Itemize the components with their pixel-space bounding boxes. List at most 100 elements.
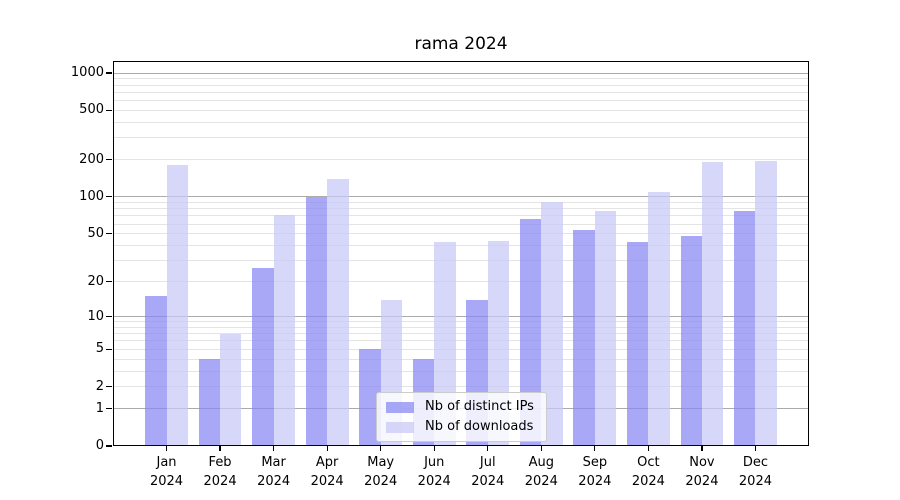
x-tick-mark (273, 446, 275, 451)
bar-distinct-ips-jan (145, 296, 167, 446)
bar-downloads-apr (327, 178, 349, 446)
y-tick-mark (106, 159, 112, 161)
bar-distinct-ips-apr (305, 196, 328, 446)
minor-gridline (113, 386, 809, 388)
legend-swatch-distinct-ips (386, 401, 414, 413)
minor-gridline (113, 215, 809, 217)
x-tick-mark (540, 446, 542, 451)
x-tick-label: Aug 2024 (524, 455, 558, 489)
y-tick-label: 1000 (70, 65, 104, 81)
bar-distinct-ips-dec (734, 210, 756, 446)
y-tick-mark (106, 72, 112, 74)
minor-gridline (113, 78, 809, 80)
y-tick-mark (106, 348, 112, 350)
legend: Nb of distinct IPs Nb of downloads (376, 392, 547, 442)
minor-gridline (113, 109, 809, 111)
x-tick-label: Nov 2024 (685, 455, 719, 489)
minor-gridline (113, 100, 809, 102)
bar-distinct-ips-oct (626, 241, 649, 446)
y-tick-label: 2 (95, 378, 104, 394)
minor-gridline (113, 245, 809, 247)
x-tick-label: Apr 2024 (310, 455, 344, 489)
x-tick-label: Sep 2024 (578, 455, 612, 489)
minor-gridline (113, 333, 809, 335)
minor-gridline (113, 84, 809, 86)
y-tick-mark (106, 196, 112, 198)
legend-swatch-downloads (386, 421, 414, 433)
legend-label-downloads: Nb of downloads (425, 419, 534, 434)
minor-gridline (113, 321, 809, 323)
minor-gridline (113, 121, 809, 123)
y-tick-mark (106, 407, 112, 410)
y-tick-mark (106, 315, 112, 318)
bar-distinct-ips-aug (519, 219, 542, 446)
y-tick-label: 0 (95, 438, 104, 453)
chart-title: rama 2024 (414, 34, 508, 54)
plot-area: 0 1 2 5 10 20 50 100 200 500 1000 Jan 2024 Feb 2024 Ma… (71, 61, 809, 489)
legend-item-downloads: Nb of downloads (386, 420, 534, 434)
bar-downloads-dec (755, 161, 777, 446)
major-gridline (113, 316, 809, 318)
x-tick-label: Jan 2024 (149, 455, 184, 489)
x-tick-mark (326, 446, 328, 451)
legend-item-distinct-ips: Nb of distinct IPs (386, 400, 534, 414)
x-tick-mark (380, 446, 382, 451)
y-tick-label: 50 (87, 225, 104, 241)
minor-gridline (113, 358, 809, 360)
y-tick-label: 5 (95, 341, 104, 357)
y-tick-label: 500 (79, 102, 104, 118)
x-tick-label: Oct 2024 (631, 455, 665, 489)
major-gridline (113, 72, 809, 74)
x-tick-mark (219, 446, 221, 451)
y-tick-label: 200 (79, 151, 104, 167)
y-tick-label: 100 (79, 188, 104, 204)
minor-gridline (113, 370, 809, 372)
minor-gridline (113, 260, 809, 262)
minor-gridline (113, 348, 809, 350)
x-tick-label: Jun 2024 (417, 455, 451, 489)
x-tick-mark (165, 446, 168, 451)
y-tick-label: 20 (87, 273, 104, 289)
minor-gridline (113, 208, 809, 210)
bar-downloads-feb (220, 333, 242, 446)
x-tick-mark (754, 446, 757, 451)
y-tick-mark (106, 281, 112, 283)
x-tick-mark (433, 446, 435, 451)
bar-distinct-ips-sep (573, 229, 595, 446)
y-tick-label: 1 (95, 400, 104, 416)
minor-gridline (113, 91, 809, 93)
bar-distinct-ips-feb (198, 359, 221, 446)
x-tick-mark (594, 446, 596, 451)
bar-downloads-mar (273, 215, 296, 446)
y-tick-mark (106, 109, 112, 111)
bar-distinct-ips-may (359, 349, 381, 446)
minor-gridline (113, 340, 809, 342)
bar-distinct-ips-nov (680, 235, 702, 446)
bar-downloads-oct (648, 191, 670, 446)
bar-downloads-jan (166, 165, 188, 446)
minor-gridline (113, 281, 809, 283)
bar-downloads-nov (701, 162, 724, 446)
x-tick-label: Jul 2024 (471, 455, 505, 489)
x-tick-mark (701, 446, 703, 451)
legend-label-distinct-ips: Nb of distinct IPs (425, 399, 534, 414)
y-tick-mark (106, 386, 112, 388)
x-tick-label: Feb 2024 (203, 455, 237, 489)
bar-downloads-sep (594, 210, 617, 446)
x-tick-label: Mar 2024 (257, 455, 291, 489)
bar-distinct-ips-mar (252, 268, 274, 446)
x-tick-mark (647, 446, 649, 451)
minor-gridline (113, 201, 809, 203)
x-tick-mark (487, 446, 489, 451)
minor-gridline (113, 223, 809, 225)
y-tick-mark (106, 445, 112, 447)
minor-gridline (113, 159, 809, 161)
y-tick-mark (106, 233, 112, 235)
bar-downloads-aug (541, 202, 563, 446)
major-gridline (113, 196, 809, 198)
minor-gridline (113, 326, 809, 328)
x-tick-label: Dec 2024 (738, 455, 772, 489)
y-tick-label: 10 (87, 308, 104, 324)
minor-gridline (113, 233, 809, 235)
